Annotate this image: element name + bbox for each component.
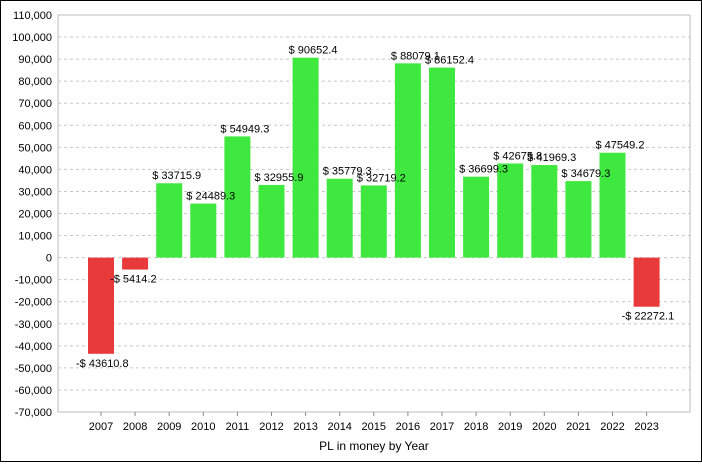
bar-2021 xyxy=(565,181,592,258)
data-label-2023: -$ 22272.1 xyxy=(622,311,675,323)
bar-2017 xyxy=(429,67,455,258)
x-tick-label-2016: 2016 xyxy=(396,421,420,433)
data-label-2008: -$ 5414.2 xyxy=(110,274,156,286)
x-tick-label-2008: 2008 xyxy=(123,421,147,433)
y-tick-label: 20,000 xyxy=(18,209,52,221)
y-tick-label: 50,000 xyxy=(18,142,52,154)
bar-2008 xyxy=(122,257,149,270)
bar-2020 xyxy=(531,165,558,258)
bar-2019 xyxy=(497,163,524,258)
bar-2023 xyxy=(633,257,660,307)
data-label-2017: $ 86152.4 xyxy=(425,55,474,67)
x-axis-ticks: 2007 2008 2009 2010 2011 2012 2013 2014 2015 2016… xyxy=(89,412,659,433)
data-label-2022: $ 47549.2 xyxy=(596,140,645,152)
bar-2007 xyxy=(88,257,114,354)
y-tick-label: 10,000 xyxy=(18,231,52,243)
data-label-2012: $ 32955.9 xyxy=(255,172,304,184)
x-tick-label-2019: 2019 xyxy=(498,421,522,433)
x-tick-label-2020: 2020 xyxy=(532,421,556,433)
bar-2014 xyxy=(326,178,353,258)
data-label-2016: $ 88079.1 xyxy=(391,50,440,62)
y-tick-label: 70,000 xyxy=(18,98,52,110)
x-axis-title: PL in money by Year xyxy=(319,439,429,453)
y-tick-label: -50,000 xyxy=(15,363,52,375)
x-tick-label-2009: 2009 xyxy=(157,421,181,433)
y-tick-label: -30,000 xyxy=(15,319,52,331)
bar-2013 xyxy=(292,57,319,258)
y-tick-label: 100,000 xyxy=(12,32,52,44)
y-tick-label: 90,000 xyxy=(18,54,52,66)
bar-2016 xyxy=(394,63,421,258)
bar-2015 xyxy=(360,185,387,258)
y-tick-label: 110,000 xyxy=(13,10,52,22)
y-tick-label: -20,000 xyxy=(15,297,52,309)
y-tick-label: 30,000 xyxy=(18,186,52,198)
y-tick-label: 80,000 xyxy=(18,76,52,88)
y-axis-ticks: 110,000 100,000 90,000 80,000 70,000 60,000 50… xyxy=(12,10,52,419)
x-tick-label-2021: 2021 xyxy=(566,421,590,433)
data-label-2020: $ 41969.3 xyxy=(527,152,576,164)
y-tick-label: -70,000 xyxy=(15,407,52,419)
x-tick-label-2015: 2015 xyxy=(362,421,386,433)
x-tick-label-2007: 2007 xyxy=(89,421,113,433)
data-label-2011: $ 54949.3 xyxy=(220,123,269,135)
data-label-2018: $ 36699.3 xyxy=(459,164,508,176)
data-label-2014: $ 35779.3 xyxy=(323,166,372,178)
y-tick-label: -60,000 xyxy=(15,385,52,397)
x-tick-label-2011: 2011 xyxy=(226,421,250,433)
y-tick-label: 0 xyxy=(46,253,52,265)
data-label-2013: $ 90652.4 xyxy=(289,45,338,57)
bar-2010 xyxy=(190,203,217,258)
x-tick-label-2023: 2023 xyxy=(634,421,658,433)
data-label-2009: $ 33715.9 xyxy=(152,170,201,182)
x-tick-label-2014: 2014 xyxy=(327,421,351,433)
x-tick-label-2013: 2013 xyxy=(293,421,317,433)
x-tick-label-2018: 2018 xyxy=(464,421,488,433)
data-label-2019: $ 42675.8 xyxy=(493,150,542,162)
data-label-2021: $ 34679.3 xyxy=(561,168,610,180)
bars xyxy=(88,57,660,354)
x-tick-label-2012: 2012 xyxy=(259,421,283,433)
x-tick-label-2010: 2010 xyxy=(191,421,215,433)
data-labels: -$ 43610.8 -$ 5414.2 $ 33715.9 $ 24489.3 $ 5… xyxy=(76,45,674,370)
y-tick-label: 60,000 xyxy=(18,120,52,132)
data-label-2007: -$ 43610.8 xyxy=(76,358,129,370)
bar-2012 xyxy=(258,184,285,258)
bar-2022 xyxy=(599,152,626,258)
bar-2009 xyxy=(156,183,183,258)
x-tick-label-2017: 2017 xyxy=(430,421,454,433)
bar-2011 xyxy=(224,136,251,258)
bar-2018 xyxy=(463,176,490,258)
data-label-2015: $ 32719.2 xyxy=(357,172,406,184)
y-tick-label: -40,000 xyxy=(15,341,52,353)
y-tick-label: 40,000 xyxy=(18,164,52,176)
y-tick-label: -10,000 xyxy=(15,275,52,287)
x-tick-label-2022: 2022 xyxy=(600,421,624,433)
data-label-2010: $ 24489.3 xyxy=(186,191,235,203)
